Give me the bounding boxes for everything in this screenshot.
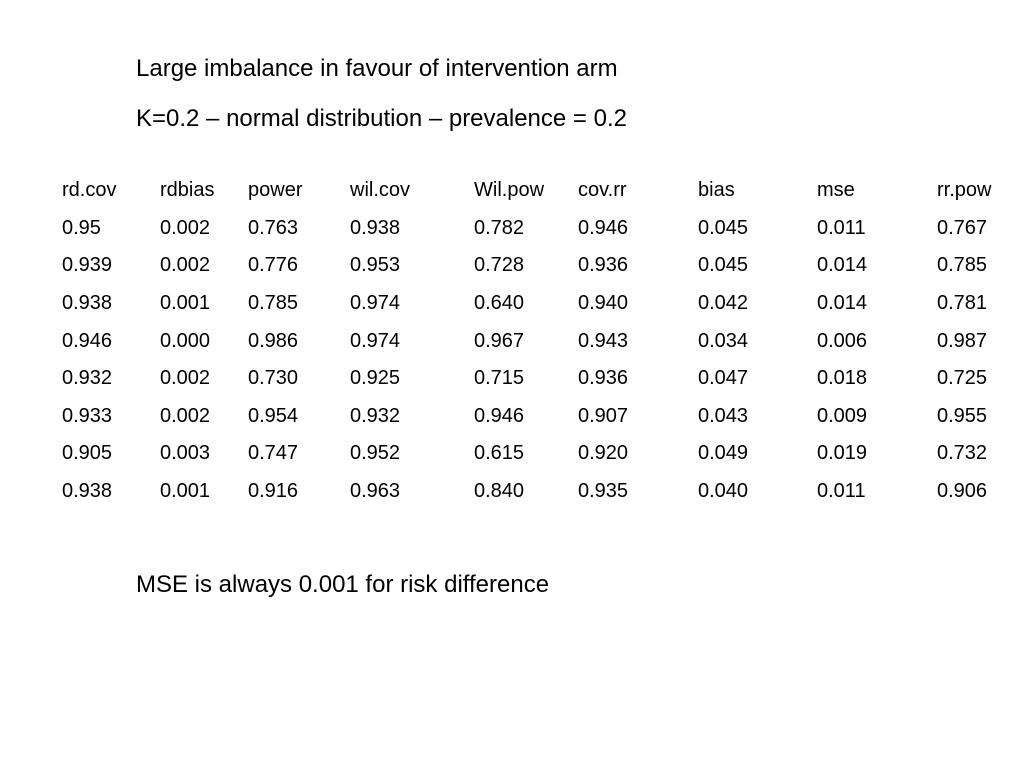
table-cell: 0.933 [62,404,113,427]
table-row: 0.95 0.002 0.763 0.938 0.782 0.946 0.045 0.011 0… [62,210,1017,248]
table-cell: 0.955 [937,404,988,427]
table-cell: 0.938 [62,480,113,503]
table-cell: 0.920 [578,442,629,465]
table-cell: 0.002 [160,216,211,239]
column-header: wil.cov [350,179,411,202]
table-row: 0.946 0.000 0.986 0.974 0.967 0.943 0.034 0.006… [62,322,1017,360]
table-cell: 0.767 [937,216,988,239]
table-cell: 0.001 [160,480,211,503]
table-cell: 0.047 [698,367,749,390]
table-cell: 0.939 [62,254,113,277]
table-cell: 0.986 [248,329,299,352]
table-cell: 0.045 [698,216,749,239]
table-cell: 0.946 [578,216,629,239]
footnote: MSE is always 0.001 for risk difference [136,571,550,598]
table-cell: 0.747 [248,442,299,465]
table-cell: 0.905 [62,442,113,465]
table-cell: 0.006 [817,329,868,352]
table-cell: 0.002 [160,254,211,277]
table-cell: 0.781 [937,292,988,315]
table-cell: 0.943 [578,329,629,352]
table-row: 0.905 0.003 0.747 0.952 0.615 0.920 0.049 0.019… [62,435,1017,473]
table-cell: 0.963 [350,480,401,503]
table-cell: 0.000 [160,329,211,352]
table-cell: 0.009 [817,404,868,427]
table-row: 0.938 0.001 0.785 0.974 0.640 0.940 0.042 0.014… [62,285,1017,323]
table-cell: 0.014 [817,254,868,277]
table-cell: 0.011 [817,480,866,503]
table-cell: 0.938 [350,216,401,239]
table-cell: 0.916 [248,480,299,503]
table-cell: 0.725 [937,367,988,390]
table-cell: 0.045 [698,254,749,277]
table-cell: 0.840 [474,480,525,503]
table-cell: 0.776 [248,254,299,277]
table-cell: 0.936 [578,254,629,277]
table-cell: 0.019 [817,442,868,465]
table-header-row: rd.cov rdbias power wil.cov Wil.pow cov.… [62,172,1017,210]
table-cell: 0.936 [578,367,629,390]
slide-subtitle: K=0.2 – normal distribution – prevalence… [136,105,627,132]
table-row: 0.938 0.001 0.916 0.963 0.840 0.935 0.040 0.011… [62,473,1017,511]
table-body: 0.95 0.002 0.763 0.938 0.782 0.946 0.045 0.011 0… [62,210,1017,511]
table-cell: 0.640 [474,292,525,315]
table-cell: 0.785 [248,292,299,315]
column-header: mse [817,179,855,202]
column-header: power [248,179,303,202]
table-cell: 0.042 [698,292,749,315]
table-row: 0.932 0.002 0.730 0.925 0.715 0.936 0.047 0.018… [62,360,1017,398]
table-cell: 0.011 [817,216,866,239]
table-cell: 0.715 [474,367,525,390]
column-header: Wil.pow [474,179,545,202]
table-cell: 0.001 [160,292,211,315]
table-cell: 0.967 [474,329,525,352]
table-cell: 0.932 [350,404,401,427]
column-header: bias [698,179,735,202]
table-cell: 0.946 [474,404,525,427]
slide-title: Large imbalance in favour of interventio… [136,55,618,82]
table-cell: 0.987 [937,329,988,352]
table-cell: 0.018 [817,367,868,390]
table-cell: 0.946 [62,329,113,352]
table-cell: 0.974 [350,292,401,315]
table-cell: 0.906 [937,480,988,503]
table-cell: 0.938 [62,292,113,315]
table-cell: 0.953 [350,254,401,277]
table-cell: 0.782 [474,216,525,239]
table-cell: 0.002 [160,367,211,390]
table-cell: 0.932 [62,367,113,390]
table-row: 0.933 0.002 0.954 0.932 0.946 0.907 0.043 0.009… [62,398,1017,436]
column-header: rdbias [160,179,215,202]
table-cell: 0.907 [578,404,629,427]
table-cell: 0.014 [817,292,868,315]
table-cell: 0.935 [578,480,629,503]
column-header: rd.cov [62,179,117,202]
table-cell: 0.730 [248,367,299,390]
table-cell: 0.954 [248,404,299,427]
table-cell: 0.763 [248,216,299,239]
table-cell: 0.003 [160,442,211,465]
column-header: rr.pow [937,179,992,202]
table-cell: 0.974 [350,329,401,352]
table-cell: 0.732 [937,442,988,465]
table-cell: 0.002 [160,404,211,427]
table-cell: 0.040 [698,480,749,503]
table-cell: 0.043 [698,404,749,427]
table-cell: 0.925 [350,367,401,390]
table-cell: 0.785 [937,254,988,277]
column-header: cov.rr [578,179,627,202]
table-row: 0.939 0.002 0.776 0.953 0.728 0.936 0.045 0.014… [62,247,1017,285]
table-cell: 0.952 [350,442,401,465]
table-cell: 0.95 [62,216,101,239]
table-cell: 0.940 [578,292,629,315]
table-cell: 0.049 [698,442,749,465]
table-cell: 0.728 [474,254,525,277]
table-cell: 0.615 [474,442,525,465]
table-cell: 0.034 [698,329,749,352]
results-table: rd.cov rdbias power wil.cov Wil.pow cov.… [62,172,1017,510]
